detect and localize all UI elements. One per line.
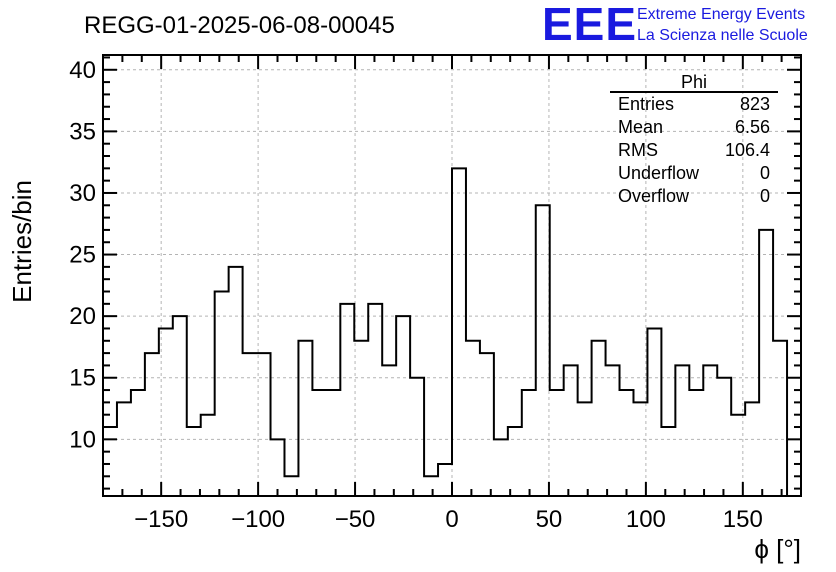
- x-tick-label: 0: [445, 506, 458, 533]
- y-tick-label: 10: [69, 426, 96, 453]
- stats-box: Phi Entries 823 Mean 6.56 RMS 106.4 Underflow 0…: [610, 72, 778, 206]
- y-tick-label: 20: [69, 303, 96, 330]
- x-tick-label: 150: [723, 506, 763, 533]
- y-axis: 10 15 20 25 30 35 40: [69, 56, 801, 490]
- stats-row-label: Entries: [618, 94, 674, 114]
- y-tick-label: 30: [69, 180, 96, 207]
- y-tick-label: 40: [69, 57, 96, 84]
- y-axis-label: Entries/bin: [7, 180, 37, 303]
- logo-line-2: La Scienza nelle Scuole: [637, 27, 808, 44]
- x-tick-label: −50: [335, 506, 376, 533]
- stats-row-value: 106.4: [725, 140, 770, 160]
- eee-logo: EEE: [542, 0, 637, 50]
- y-tick-label: 35: [69, 118, 96, 145]
- stats-row-value: 0: [760, 186, 770, 206]
- stats-row-value: 823: [740, 94, 770, 114]
- stats-rows: Entries 823 Mean 6.56 RMS 106.4 Underflow 0 Over…: [618, 94, 770, 206]
- stats-row-value: 6.56: [735, 117, 770, 137]
- stats-row-value: 0: [760, 163, 770, 183]
- histogram: [103, 167, 801, 497]
- stats-row-label: Overflow: [618, 186, 690, 206]
- x-tick-label: −150: [134, 506, 188, 533]
- x-tick-label: 100: [626, 506, 666, 533]
- logo-line-1: Extreme Energy Events: [637, 6, 805, 23]
- stats-row-label: Mean: [618, 117, 663, 137]
- y-tick-label: 25: [69, 242, 96, 269]
- stats-row-label: Underflow: [618, 163, 700, 183]
- histogram-outline: [103, 167, 801, 497]
- x-tick-label: 50: [536, 506, 563, 533]
- stats-row-label: RMS: [618, 140, 658, 160]
- x-axis: −150 −100 −50 0 50 100 150: [102, 55, 802, 533]
- y-tick-label: 15: [69, 365, 96, 392]
- x-axis-label: ϕ [°]: [754, 534, 801, 564]
- chart-title: REGG-01-2025-06-08-00045: [84, 12, 395, 39]
- stats-title: Phi: [681, 72, 707, 92]
- x-tick-label: −100: [231, 506, 285, 533]
